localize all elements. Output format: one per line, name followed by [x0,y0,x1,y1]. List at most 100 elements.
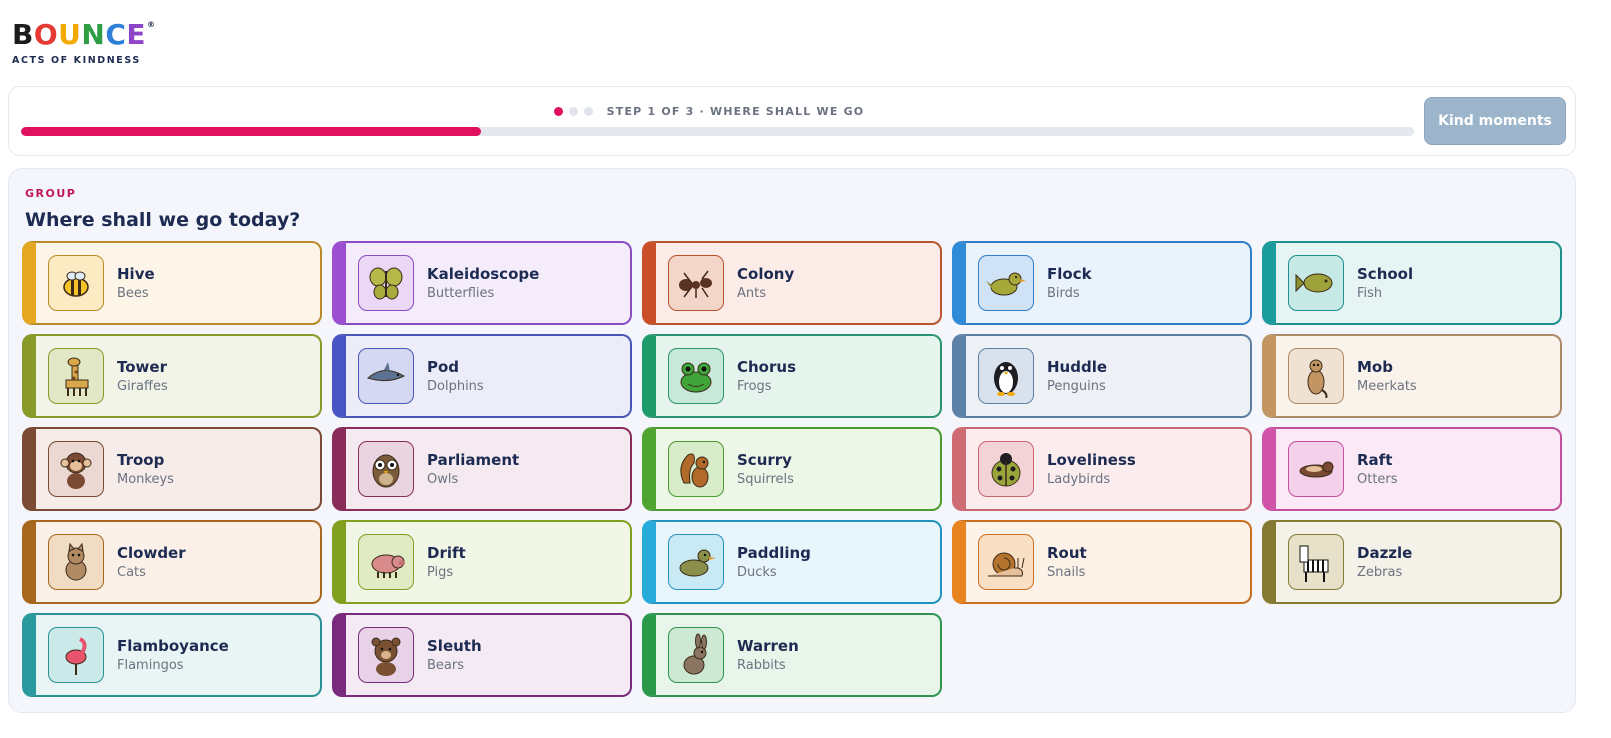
fish-icon [1288,255,1344,311]
card-subtitle: Snails [1047,565,1086,580]
group-card-tower[interactable]: Tower Giraffes [22,334,322,418]
card-title: Colony [737,265,795,283]
card-text: Colony Ants [737,265,794,301]
card-text: Warren Rabbits [737,637,799,673]
group-card-huddle[interactable]: Huddle Penguins [952,334,1252,418]
group-card-rout[interactable]: Rout Snails [952,520,1252,604]
ladybird-icon [978,441,1034,497]
card-title: School [1357,265,1414,283]
card-subtitle: Bears [427,658,465,673]
card-text: Tower Giraffes [117,358,168,394]
card-title: Huddle [1047,358,1108,376]
card-title: Warren [737,637,799,655]
card-subtitle: Ants [737,286,767,301]
logo-letter: U [58,18,82,51]
group-card-troop[interactable]: Troop Monkeys [22,427,322,511]
card-title: Paddling [737,544,811,562]
card-subtitle: Owls [427,472,459,487]
group-card-parliament[interactable]: Parliament Owls [332,427,632,511]
group-card-clowder[interactable]: Clowder Cats [22,520,322,604]
group-card-paddling[interactable]: Paddling Ducks [642,520,942,604]
card-text: Parliament Owls [427,451,519,487]
card-title: Hive [117,265,155,283]
giraffe-icon [48,348,104,404]
card-subtitle: Flamingos [117,658,184,673]
group-card-scurry[interactable]: Scurry Squirrels [642,427,942,511]
card-subtitle: Butterflies [427,286,495,301]
card-title: Mob [1357,358,1393,376]
card-title: Pod [427,358,460,376]
snail-icon [978,534,1034,590]
ant-icon [668,255,724,311]
card-text: Dazzle Zebras [1357,544,1412,580]
progress-fill [21,127,481,136]
group-card-mob[interactable]: Mob Meerkats [1262,334,1562,418]
group-card-flamboyance[interactable]: Flamboyance Flamingos [22,613,322,697]
pig-icon [358,534,414,590]
logo-letter: E [126,18,147,51]
progress-card: STEP 1 OF 3 · WHERE SHALL WE GO Kind mom… [8,86,1576,156]
card-title: Dazzle [1357,544,1413,562]
progress-track [21,127,1414,136]
group-card-pod[interactable]: Pod Dolphins [332,334,632,418]
group-card-dazzle[interactable]: Dazzle Zebras [1262,520,1562,604]
card-subtitle: Squirrels [737,472,794,487]
otter-icon [1288,441,1344,497]
card-subtitle: Meerkats [1357,379,1417,394]
flamingo-icon [48,627,104,683]
group-title: Where shall we go today? [25,209,301,231]
card-text: Clowder Cats [117,544,186,580]
step-dot-1 [553,107,563,116]
group-card-flock[interactable]: Flock Birds [952,241,1252,325]
group-card-loveliness[interactable]: Loveliness Ladybirds [952,427,1252,511]
dolphin-icon [358,348,414,404]
logo-letter: O [33,18,59,51]
step-dot-3 [583,107,593,116]
group-card-chorus[interactable]: Chorus Frogs [642,334,942,418]
group-card-warren[interactable]: Warren Rabbits [642,613,942,697]
brand-logo: B O U N C E ® ACTS OF KINDNESS [12,18,156,66]
card-text: Troop Monkeys [117,451,174,487]
kind-moments-button[interactable]: Kind moments [1424,97,1566,145]
card-title: Rout [1047,544,1087,562]
step-indicator: STEP 1 OF 3 · WHERE SHALL WE GO [9,105,1409,118]
bear-icon [358,627,414,683]
card-text: Hive Bees [117,265,155,301]
card-subtitle: Otters [1357,472,1398,487]
card-subtitle: Birds [1047,286,1080,301]
card-title: Clowder [117,544,186,562]
group-card-raft[interactable]: Raft Otters [1262,427,1562,511]
card-title: Chorus [737,358,796,376]
group-card-school[interactable]: School Fish [1262,241,1562,325]
butterfly-icon [358,255,414,311]
card-subtitle: Ducks [737,565,777,580]
card-subtitle: Giraffes [117,379,168,394]
card-title: Kaleidoscope [427,265,540,283]
card-subtitle: Pigs [427,565,454,580]
card-text: School Fish [1357,265,1413,301]
group-card-sleuth[interactable]: Sleuth Bears [332,613,632,697]
frog-icon [668,348,724,404]
group-card-hive[interactable]: Hive Bees [22,241,322,325]
card-title: Troop [117,451,165,469]
card-text: Raft Otters [1357,451,1398,487]
zebra-icon [1288,534,1344,590]
card-subtitle: Ladybirds [1047,472,1111,487]
card-subtitle: Bees [117,286,149,301]
meerkat-icon [1288,348,1344,404]
group-card-drift[interactable]: Drift Pigs [332,520,632,604]
card-text: Huddle Penguins [1047,358,1107,394]
brand-tagline: ACTS OF KINDNESS [12,55,141,66]
card-text: Flock Birds [1047,265,1092,301]
group-card-colony[interactable]: Colony Ants [642,241,942,325]
group-card-kaleidoscope[interactable]: Kaleidoscope Butterflies [332,241,632,325]
bird-icon [978,255,1034,311]
step-dot-2 [568,107,578,116]
card-title: Scurry [737,451,792,469]
card-subtitle: Frogs [737,379,772,394]
squirrel-icon [668,441,724,497]
cat-icon [48,534,104,590]
logo-letter: N [81,18,106,51]
brand-wordmark: B O U N C E ® [12,18,156,52]
card-text: Mob Meerkats [1357,358,1417,394]
